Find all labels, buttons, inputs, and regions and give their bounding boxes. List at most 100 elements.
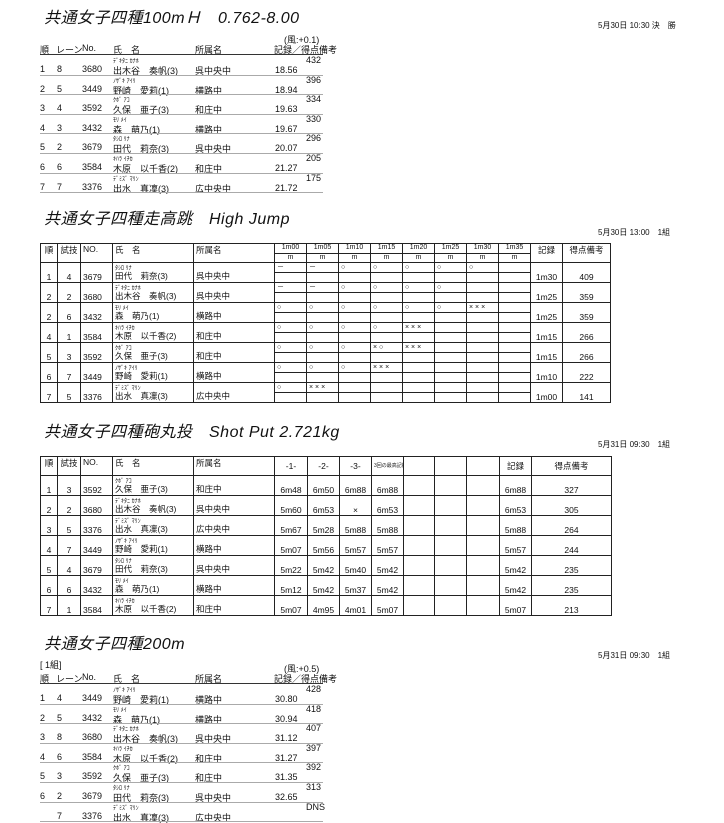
- points: 175: [306, 172, 322, 183]
- trial-order: 5: [57, 515, 81, 536]
- team-name: 和庄中: [195, 753, 223, 764]
- bib-number: 3376: [80, 515, 113, 536]
- name-kana: ｸﾎﾞ ｱｺ: [113, 766, 130, 773]
- name-kana: ｷﾊﾗ ｲﾁｶ: [115, 599, 135, 605]
- points: 222: [562, 362, 611, 383]
- attempt-mark: －: [274, 282, 307, 293]
- table-row: 6 6 3432 ﾓﾘ ﾒｲ森 萌乃(1) 横路中 5m12 5m42 5m37 5m42 5m4…: [40, 575, 612, 596]
- rank: 2: [40, 302, 58, 323]
- athlete-name: 久保 亜子(3): [113, 105, 169, 116]
- empty-cell: [434, 595, 467, 616]
- attempt-mark: ○: [370, 302, 403, 313]
- name-kana: ｸﾎﾞ ｱｺ: [113, 98, 130, 105]
- attempt-mark: [466, 322, 499, 333]
- points: 141: [562, 382, 611, 403]
- attempt-blank: [402, 392, 435, 403]
- row-divider: [40, 781, 323, 783]
- wind-reading: (風:+0.5): [284, 664, 320, 674]
- record: 18.56: [275, 65, 298, 75]
- lane: 2: [57, 142, 63, 153]
- attempt-mark: ○: [370, 282, 403, 293]
- rank: 7: [40, 595, 58, 616]
- empty-cell: [434, 575, 467, 596]
- attempt-mark: ○: [306, 302, 339, 313]
- attempt-mark: －: [306, 282, 339, 293]
- lane-header: レーン: [56, 674, 83, 684]
- height-unit: m: [274, 252, 307, 263]
- bib-number: 3592: [82, 103, 103, 114]
- attempt-blank: [434, 392, 467, 403]
- attempt-mark: ○: [434, 282, 467, 293]
- attempt-result: 5m22: [274, 555, 308, 576]
- table-row: 7 5 3376 ﾃﾞﾐｽﾞ ﾏﾘﾝ 出水 真凜(3) 広中央中 ○ × × × 1m00 141: [40, 382, 611, 403]
- attempt-blank: [498, 372, 531, 383]
- attempt-blank: [370, 272, 403, 283]
- shotput-date: 5月31日 09:30 1組: [598, 440, 671, 449]
- empty-cell: [466, 515, 500, 536]
- attempt-blank: [306, 392, 339, 403]
- attempt-mark: [402, 382, 435, 393]
- attempt-blank: [466, 392, 499, 403]
- athlete-name-cell: ﾃﾞｷﾀﾆ ｶﾅﾎ 出木谷 奏帆(3): [112, 495, 194, 516]
- empty-cell: [466, 495, 500, 516]
- bib-number: 3432: [82, 712, 103, 723]
- athlete-name: 久保 亜子(3): [113, 773, 169, 784]
- rank: 1: [40, 262, 58, 283]
- points: 264: [531, 515, 612, 536]
- attempt-mark: [434, 342, 467, 353]
- team-name: 呉中央中: [193, 262, 275, 283]
- attempt-blank: [306, 272, 339, 283]
- athlete-name: 森 萌乃(1): [113, 124, 160, 135]
- points: 205: [306, 153, 322, 163]
- record: 1m25: [530, 302, 563, 323]
- bib-number: 3680: [80, 282, 113, 303]
- attempt-mark: ○: [434, 302, 467, 313]
- name-block: ﾃﾞﾐｽﾞ ﾏﾘﾝ 出水 真凜(3): [115, 517, 191, 535]
- rank: 5: [40, 142, 46, 153]
- team-name: 呉中央中: [195, 144, 232, 155]
- order-header: 試技: [57, 456, 81, 476]
- points: 213: [531, 595, 612, 616]
- athlete-name: 出木谷 奏帆(3): [113, 66, 178, 76]
- attempt-blank: [338, 332, 371, 343]
- attempt-blank: [498, 292, 531, 303]
- lane: 8: [57, 732, 63, 743]
- athlete-name: 出木谷 奏帆(3): [113, 734, 178, 745]
- attempt-mark: [338, 382, 371, 393]
- record: 31.27: [275, 752, 298, 763]
- attempt-blank: [338, 352, 371, 363]
- bib-number: 3679: [80, 262, 113, 283]
- bib-number: 3592: [82, 771, 103, 782]
- points: 392: [306, 762, 322, 773]
- attempt-blank: [466, 312, 499, 323]
- attempt-blank: [466, 332, 499, 343]
- points: 330: [306, 113, 322, 124]
- name-kana: ﾃﾞﾐｽﾞ ﾏﾘﾝ: [115, 386, 141, 392]
- attempt-mark: －: [274, 262, 307, 273]
- sprint200-title: 共通女子四種200m: [44, 636, 186, 653]
- record: 31.12: [275, 733, 298, 744]
- attempt-mark: ○: [370, 262, 403, 273]
- name-kana: ｷﾊﾗ ｲﾁｶ: [113, 157, 133, 163]
- team-header: 所属名: [195, 45, 223, 55]
- attempt-result: 6m48: [274, 475, 308, 496]
- team-name: 呉中央中: [195, 66, 232, 76]
- points: 266: [562, 342, 611, 363]
- attempt-result: 6m53: [307, 495, 340, 516]
- attempt-mark: [466, 342, 499, 353]
- trial-order: 7: [57, 535, 81, 556]
- best-result: 5m42: [371, 555, 404, 576]
- attempt-mark: [498, 282, 531, 293]
- name-header: 氏 名: [112, 243, 194, 263]
- height-header: 1m05: [306, 243, 339, 254]
- team-name: 呉中央中: [195, 793, 232, 803]
- attempt-blank: [274, 332, 307, 343]
- athlete-name: 野崎 愛莉(1): [115, 544, 168, 554]
- attempt-mark: [434, 382, 467, 393]
- attempt-mark: [498, 362, 531, 373]
- shotput-title: 共通女子四種砲丸投 Shot Put 2.721kg: [44, 424, 340, 441]
- table-row: 4 7 3449 ﾉｻﾞｷ ｱｲﾘ 野崎 愛莉(1) 横路中 5m07 5m56 5m57 5m5…: [40, 535, 612, 556]
- rank: 1: [40, 475, 58, 496]
- rank-header: 順: [40, 243, 58, 263]
- team-name: 横路中: [193, 362, 275, 383]
